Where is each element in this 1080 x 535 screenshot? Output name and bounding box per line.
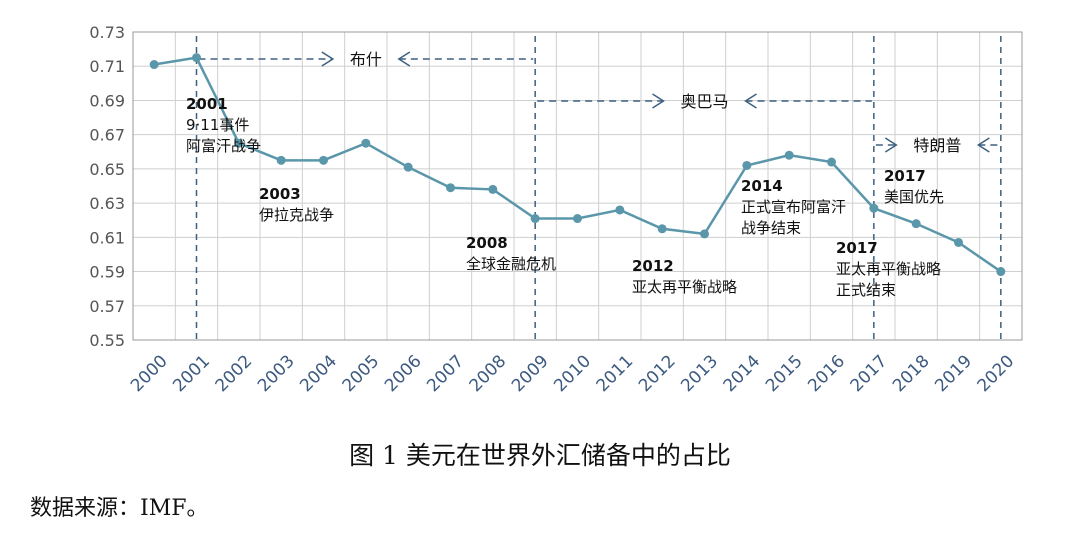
era-arrow-head [652,93,665,109]
era-arrow-head [976,137,990,153]
y-tick-label: 0.65 [89,160,125,179]
data-point [784,150,794,160]
data-point [234,138,244,148]
era-label: 布什 [350,50,382,69]
data-point [149,60,159,70]
x-tick-label: 2014 [720,351,765,396]
x-tick-label: 2016 [804,351,849,396]
x-tick-label: 2019 [931,351,976,396]
era-arrow-head [884,137,898,153]
x-tick-label: 2020 [974,351,1019,396]
data-point [319,155,328,165]
y-tick-label: 0.67 [89,126,125,145]
annotation-text: 2008 [466,234,508,252]
x-tick-label: 2005 [339,351,384,396]
x-tick-label: 2010 [550,351,595,396]
y-tick-label: 0.57 [89,297,125,316]
data-point [530,214,540,224]
x-tick-label: 2008 [466,351,511,396]
x-tick-label: 2004 [296,351,341,396]
data-point [192,53,201,63]
x-tick-label: 2007 [423,351,468,396]
x-tick-label: 2011 [593,351,638,396]
era-arrow-head [321,51,335,67]
x-tick-label: 2006 [381,351,426,396]
data-point [657,224,667,234]
y-tick-label: 0.73 [89,23,125,42]
y-tick-label: 0.63 [89,194,125,213]
data-point [615,205,625,215]
annotation-text: 全球金融危机 [466,255,556,273]
data-point [276,155,286,165]
x-tick-label: 2009 [508,351,553,396]
data-point [911,219,921,229]
annotation-text: 2017 [884,167,926,185]
era-arrow-head [744,93,757,109]
data-point [446,183,455,193]
x-tick-label: 2002 [212,351,257,396]
x-tick-label: 2000 [127,351,172,396]
x-tick-label: 2003 [254,351,299,396]
data-point [827,157,836,167]
annotation-text: 美国优先 [884,188,944,206]
data-point [700,229,709,239]
era-arrow-head [397,51,411,67]
era-label: 奥巴马 [680,92,728,111]
era-label: 特朗普 [913,136,961,155]
data-point [488,184,498,194]
data-point [573,214,582,224]
y-tick-label: 0.55 [89,331,125,350]
data-point [954,237,963,247]
annotation-text: 9·11事件 [186,116,249,134]
chart: 0.55 0.57 0.59 0.61 0.63 0.65 0.67 0.69 0.71 0.73… [89,23,1023,396]
y-tick-label: 0.61 [89,228,125,247]
annotation-text: 2017 [836,239,878,257]
x-tick-label: 2013 [677,351,722,396]
figure-caption: 图 1 美元在世界外汇储备中的占比 [349,441,731,470]
plot-frame [132,31,1023,341]
annotation-text: 2001 [186,95,228,113]
annotation-text: 亚太再平衡战略 [632,278,737,296]
y-tick-label: 0.69 [89,91,125,110]
x-tick-label: 2001 [169,351,214,396]
x-tick-label: 2012 [635,351,680,396]
y-tick-label: 0.59 [89,263,125,282]
data-source-note: 数据来源：IMF。 [30,496,209,521]
x-tick-label: 2017 [847,351,892,396]
annotation-text: 正式宣布阿富汗 [741,198,846,216]
data-point [742,160,752,170]
x-tick-label: 2018 [889,351,934,396]
annotation-text: 2014 [741,177,783,195]
annotation-text: 亚太再平衡战略 [836,260,941,278]
annotation-text: 阿富汗战争 [186,137,261,155]
y-tick-label: 0.71 [89,57,125,76]
annotation-text: 2012 [632,257,674,275]
x-tick-label: 2015 [762,351,807,396]
annotation-text: 伊拉克战争 [259,206,334,224]
data-point [361,138,371,148]
annotation-text: 2003 [259,185,301,203]
annotation-text: 正式结束 [836,281,896,299]
data-point [869,203,879,213]
data-point [403,162,413,172]
data-point [996,267,1006,277]
annotation-text: 战争结束 [741,219,801,237]
